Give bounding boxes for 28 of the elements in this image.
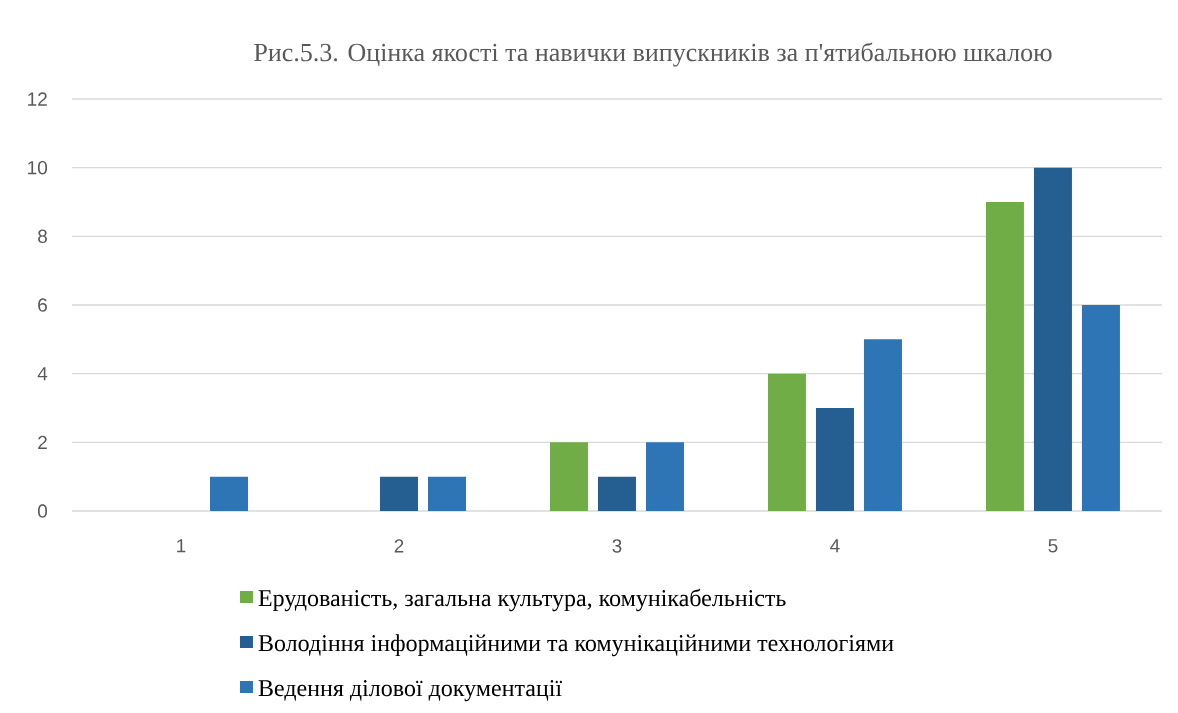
- legend-label: Ведення ділової документації: [258, 680, 563, 702]
- bar: [427, 476, 466, 511]
- legend-label: Ерудованість, загальна культура, комунікабельність: [258, 588, 786, 612]
- y-tick-label: 12: [28, 92, 47, 106]
- x-tick-label: 2: [394, 539, 404, 553]
- y-tick-label: 0: [37, 504, 48, 518]
- bar: [1033, 167, 1072, 511]
- y-tick-label: 2: [38, 435, 47, 449]
- bar: [379, 476, 418, 511]
- y-tick-label: 10: [28, 160, 48, 175]
- x-tick-label: 3: [612, 539, 622, 553]
- bar: [815, 408, 854, 511]
- y-tick-label: 4: [37, 367, 48, 381]
- bar: [210, 476, 248, 511]
- bar: [645, 442, 684, 511]
- bar: [863, 339, 902, 511]
- bar: [985, 202, 1024, 511]
- x-tick-label: 5: [1048, 539, 1058, 553]
- legend-label: Володіння інформаційними та комунікаційними технологіями: [258, 634, 894, 657]
- y-tick-label: 6: [38, 298, 47, 312]
- bar: [549, 442, 588, 511]
- bar: [767, 373, 806, 511]
- x-tick-label: 4: [830, 539, 840, 553]
- bar: [1081, 305, 1120, 511]
- chart-title: Рис.5.3. Оцінка якості та навички випускників за п'ятибальною шкалою: [254, 42, 1052, 67]
- bar: [597, 476, 636, 511]
- y-tick-label: 8: [38, 229, 47, 244]
- x-tick-label: 1: [177, 539, 186, 553]
